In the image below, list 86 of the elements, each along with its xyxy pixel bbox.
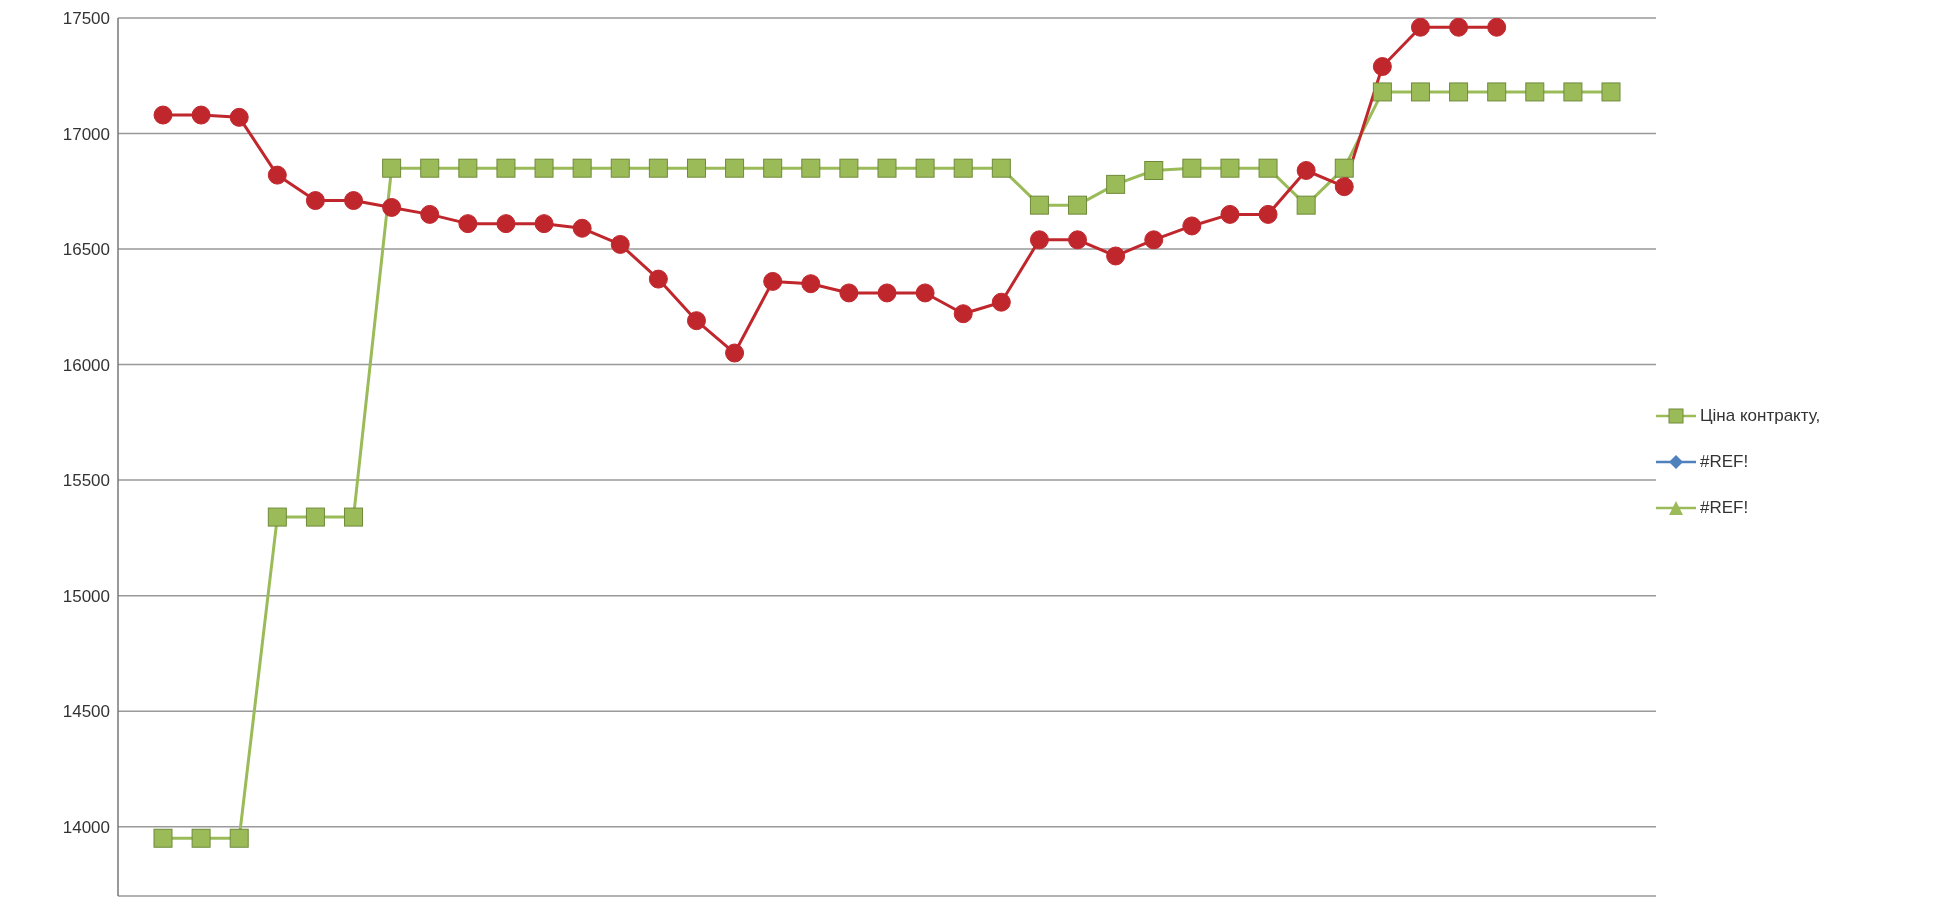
point bbox=[991, 158, 1011, 178]
point bbox=[382, 197, 402, 217]
point bbox=[191, 105, 211, 125]
point bbox=[801, 274, 821, 294]
point bbox=[877, 283, 897, 303]
y-tick-label: 14500 bbox=[62, 702, 110, 722]
point bbox=[1487, 18, 1507, 37]
point bbox=[1487, 82, 1507, 102]
point bbox=[1220, 158, 1240, 178]
point bbox=[305, 191, 325, 211]
point bbox=[1601, 82, 1621, 102]
point bbox=[267, 165, 287, 185]
point bbox=[610, 234, 630, 254]
point bbox=[153, 105, 173, 125]
y-tick-label: 16500 bbox=[62, 240, 110, 260]
point bbox=[991, 292, 1011, 312]
point bbox=[1220, 204, 1240, 224]
point bbox=[420, 158, 440, 178]
point bbox=[953, 304, 973, 324]
point bbox=[648, 158, 668, 178]
point bbox=[915, 283, 935, 303]
point bbox=[1258, 204, 1278, 224]
point bbox=[305, 507, 325, 527]
legend-label: #REF! bbox=[1700, 452, 1749, 472]
point bbox=[1296, 161, 1316, 180]
point bbox=[686, 158, 706, 178]
point bbox=[763, 158, 783, 178]
point bbox=[1334, 158, 1354, 178]
point bbox=[1182, 216, 1202, 236]
point bbox=[1449, 82, 1469, 102]
point bbox=[1029, 230, 1049, 250]
legend-label: Ціна контракту, bbox=[1700, 406, 1821, 426]
point bbox=[344, 507, 364, 527]
point bbox=[1106, 246, 1126, 266]
point bbox=[1258, 158, 1278, 178]
point bbox=[725, 343, 745, 363]
point bbox=[153, 828, 173, 848]
point bbox=[1296, 195, 1316, 215]
point bbox=[382, 158, 402, 178]
point bbox=[1410, 18, 1430, 37]
point bbox=[763, 271, 783, 291]
point bbox=[648, 269, 668, 289]
point bbox=[1334, 177, 1354, 197]
point bbox=[1068, 230, 1088, 250]
point bbox=[1372, 82, 1392, 102]
point bbox=[344, 191, 364, 211]
point bbox=[877, 158, 897, 178]
point bbox=[229, 107, 249, 127]
point bbox=[534, 158, 554, 178]
point bbox=[420, 204, 440, 224]
y-tick-label: 15000 bbox=[62, 586, 110, 606]
point bbox=[191, 828, 211, 848]
point bbox=[1029, 195, 1049, 215]
point bbox=[267, 507, 287, 527]
point bbox=[1410, 82, 1430, 102]
point bbox=[458, 214, 478, 234]
point bbox=[496, 214, 516, 234]
point bbox=[572, 158, 592, 178]
point bbox=[572, 218, 592, 238]
point bbox=[229, 828, 249, 848]
point bbox=[1106, 174, 1126, 194]
point bbox=[496, 158, 516, 178]
point bbox=[1449, 18, 1469, 37]
point bbox=[1372, 57, 1392, 77]
y-tick-label: 17000 bbox=[62, 124, 110, 144]
point bbox=[1182, 158, 1202, 178]
point bbox=[839, 158, 859, 178]
point bbox=[686, 311, 706, 331]
y-tick-label: 15500 bbox=[62, 471, 110, 491]
point bbox=[1144, 161, 1164, 180]
point bbox=[839, 283, 859, 303]
point bbox=[534, 214, 554, 234]
point bbox=[915, 158, 935, 178]
legend-label: #REF! bbox=[1700, 498, 1749, 518]
y-tick-label: 16000 bbox=[62, 355, 110, 375]
point bbox=[1525, 82, 1545, 102]
point bbox=[610, 158, 630, 178]
point bbox=[801, 158, 821, 178]
y-tick-label: 17500 bbox=[62, 9, 110, 29]
point bbox=[953, 158, 973, 178]
point bbox=[1068, 195, 1088, 215]
point bbox=[1563, 82, 1583, 102]
point bbox=[725, 158, 745, 178]
y-tick-label: 14000 bbox=[62, 817, 110, 837]
point bbox=[458, 158, 478, 178]
point bbox=[1144, 230, 1164, 250]
